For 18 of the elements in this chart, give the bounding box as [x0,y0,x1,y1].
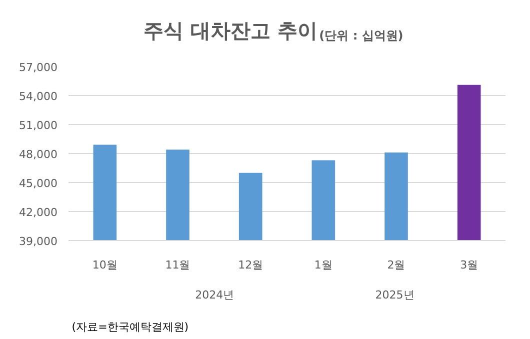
x-tick-label: 2월 [387,258,406,272]
y-tick-label: 51,000 [19,119,58,132]
x-tick-label: 10월 [92,258,118,272]
text: 2024년 [195,288,234,302]
y-tick-label: 48,000 [19,148,58,161]
x-tick-label: 3월 [460,258,478,272]
x-tick-label: 12월 [238,258,264,272]
x-tick-label: 1월 [314,258,332,272]
chart-subtitle: (단위 : 십억원) [319,28,404,42]
y-tick-label: 39,000 [19,235,58,248]
y-tick-label: 42,000 [19,206,58,219]
text: 2025년 [375,288,414,302]
y-tick-label: 57,000 [19,61,58,74]
x-tick-label: 11월 [165,258,190,272]
chart-title: 주식 대차잔고 추이 [144,18,318,42]
y-tick-label: 45,000 [19,177,58,190]
text: (자료=한국예탁결제원) [72,320,189,334]
y-tick-label: 54,000 [19,90,58,103]
